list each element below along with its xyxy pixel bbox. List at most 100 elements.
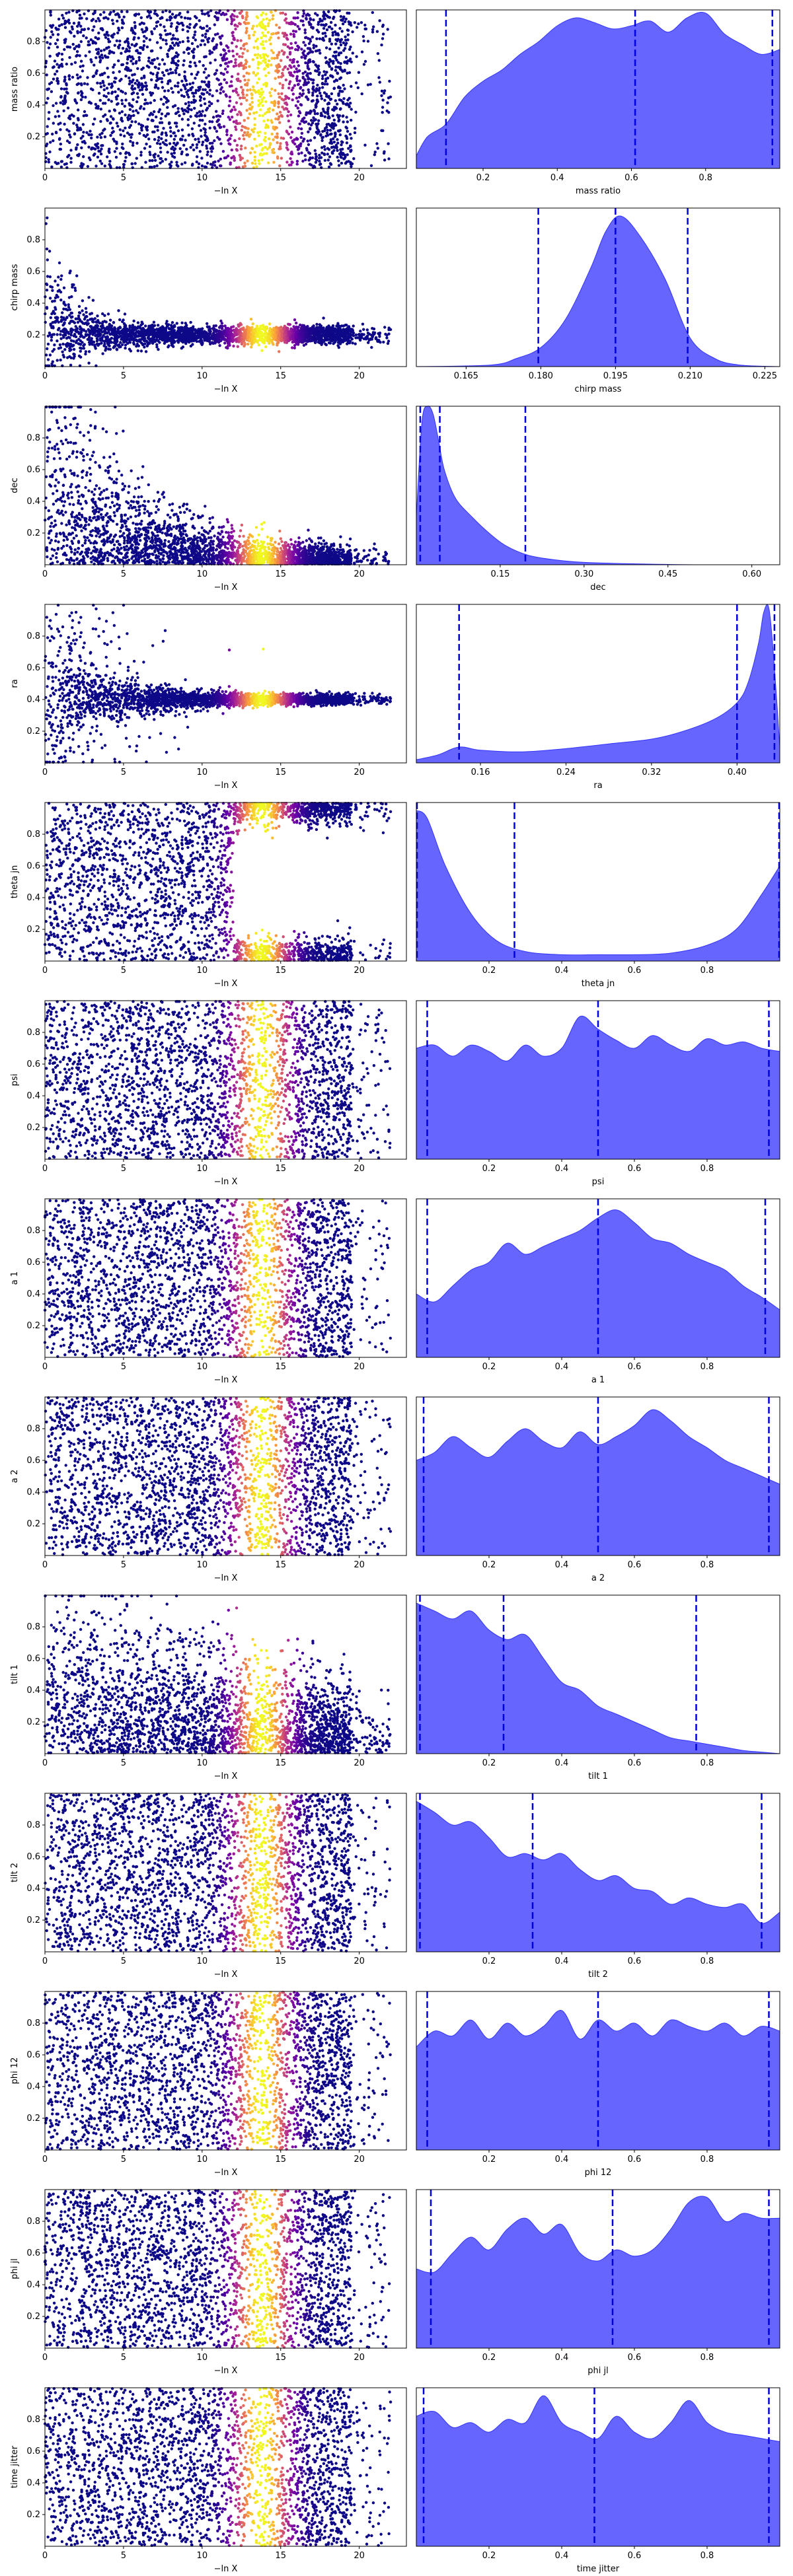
trace-point: [317, 22, 320, 26]
trace-point: [349, 161, 352, 164]
trace-point: [126, 341, 130, 345]
trace-point: [63, 348, 67, 351]
trace-point: [298, 122, 301, 125]
trace-point: [373, 153, 376, 157]
trace-point: [145, 127, 149, 131]
trace-point: [332, 342, 335, 345]
trace-point: [163, 62, 167, 66]
trace-point: [283, 13, 287, 16]
trace-point: [266, 118, 270, 122]
trace-point: [241, 96, 245, 100]
trace-point: [132, 319, 135, 323]
trace-point: [144, 81, 147, 85]
trace-point: [254, 40, 258, 43]
trace-point: [209, 155, 213, 158]
trace-point: [257, 343, 260, 347]
trace-point: [285, 141, 288, 145]
trace-point: [180, 128, 184, 131]
trace-point: [350, 108, 353, 111]
trace-point: [117, 13, 120, 17]
trace-point: [221, 109, 225, 113]
trace-point: [227, 139, 230, 142]
trace-point: [128, 153, 132, 157]
trace-point: [170, 16, 173, 20]
trace-point: [69, 334, 73, 337]
trace-point: [169, 134, 172, 138]
trace-point: [246, 127, 250, 130]
trace-point: [293, 138, 296, 141]
trace-point: [142, 107, 145, 110]
trace-point: [123, 324, 126, 328]
trace-point: [69, 328, 73, 331]
trace-point: [260, 349, 264, 352]
trace-point: [297, 64, 300, 67]
trace-point: [99, 85, 103, 89]
trace-point: [254, 162, 257, 165]
trace-point: [61, 99, 65, 103]
trace-point: [232, 54, 235, 58]
trace-point: [268, 322, 272, 326]
trace-point: [130, 135, 133, 139]
trace-point: [182, 83, 185, 87]
trace-point: [46, 96, 50, 100]
trace-point: [258, 54, 262, 57]
trace-point: [229, 80, 233, 83]
trace-point: [245, 22, 249, 25]
trace-point: [152, 320, 156, 324]
trace-point: [147, 56, 151, 60]
trace-point: [324, 92, 328, 96]
trace-point: [321, 81, 324, 85]
trace-point: [346, 33, 350, 36]
trace-point: [138, 89, 141, 92]
trace-point: [112, 108, 116, 112]
trace-point: [198, 114, 201, 118]
trace-point: [324, 61, 328, 65]
trace-point: [250, 105, 254, 109]
trace-point: [303, 326, 306, 330]
trace-point: [56, 77, 59, 81]
trace-point: [63, 38, 67, 42]
trace-point: [303, 78, 307, 81]
trace-point: [233, 159, 236, 162]
trace-point: [210, 150, 213, 153]
trace-point: [165, 139, 168, 142]
trace-point: [284, 78, 287, 82]
trace-point: [196, 45, 200, 48]
trace-point: [312, 44, 315, 47]
trace-point: [198, 118, 202, 122]
trace-point: [120, 110, 124, 114]
trace-point: [293, 65, 296, 68]
trace-point: [190, 108, 193, 112]
trace-point: [376, 147, 379, 150]
trace-point: [148, 338, 152, 342]
trace-point: [383, 159, 387, 162]
trace-point: [155, 79, 159, 83]
trace-point: [100, 322, 104, 325]
trace-point: [161, 10, 165, 14]
trace-point: [239, 102, 243, 106]
trace-point: [228, 85, 232, 88]
trace-point: [118, 112, 122, 115]
trace-point: [169, 67, 172, 71]
trace-point: [66, 308, 69, 312]
trace-point: [310, 119, 313, 122]
trace-point: [190, 164, 194, 167]
trace-point: [51, 289, 54, 292]
trace-point: [153, 137, 157, 141]
trace-point: [209, 61, 212, 65]
trace-point: [132, 31, 135, 34]
trace-point: [161, 326, 165, 330]
trace-point: [195, 143, 199, 147]
trace-point: [151, 92, 155, 95]
trace-point: [66, 106, 70, 110]
trace-point: [208, 329, 211, 333]
trace-point: [71, 283, 74, 287]
trace-point: [235, 101, 239, 104]
trace-point: [59, 291, 63, 294]
trace-point: [106, 119, 109, 122]
trace-point: [77, 21, 81, 24]
trace-point: [309, 71, 312, 75]
trace-point: [288, 51, 292, 54]
trace-point: [93, 63, 96, 67]
trace-point: [315, 322, 319, 326]
